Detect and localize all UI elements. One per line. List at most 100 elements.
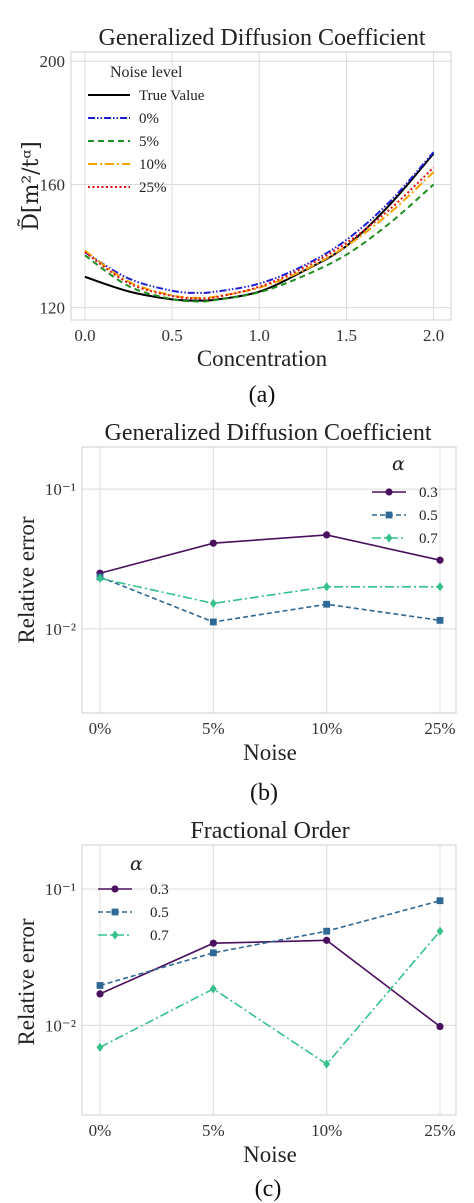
data-point-alpha-0.7 [323, 582, 331, 592]
data-point-alpha-0.7 [436, 582, 444, 592]
panel-a-legend-title: Noise level [110, 64, 183, 81]
x-tick-label: 2.0 [423, 326, 444, 345]
data-point-alpha-0.5 [323, 927, 331, 935]
panel-a-frame [70, 51, 452, 321]
legend-label: 5% [139, 134, 159, 150]
panel-b-legend-title: α [392, 453, 405, 475]
x-tick-label: 1.0 [249, 326, 270, 345]
legend-label: 10% [139, 157, 167, 173]
series-line-alpha-0.5 [99, 576, 441, 623]
panel-c-legend-title: α [130, 853, 143, 875]
data-point-alpha-0.5 [436, 897, 444, 905]
legend-label: True Value [139, 88, 205, 104]
panel-c-legend: α 0.3 0.5 0.7 [98, 853, 169, 944]
data-point-alpha-0.5 [436, 616, 444, 624]
x-tick-label: 0.0 [74, 326, 95, 345]
panel-a: Generalized Diffusion Coefficient 0.0 0.5… [18, 25, 452, 408]
data-point-alpha-0.5 [209, 949, 217, 957]
panel-c-caption: (c) [255, 1176, 282, 1202]
panel-b-series [96, 531, 444, 626]
x-tick-label: 10% [311, 1121, 342, 1140]
data-point-alpha-0.3 [96, 990, 104, 998]
x-tick-label: 0.5 [161, 326, 182, 345]
series-line-alpha-0.7 [99, 930, 441, 1066]
series-line-noise-2 [84, 183, 435, 303]
legend-marker [385, 533, 393, 543]
series-line-alpha-0.3 [99, 939, 441, 1028]
series-line-alpha-0.7 [99, 577, 440, 605]
x-tick-label: 1.5 [336, 326, 357, 345]
panel-b: Generalized Diffusion Coefficient 0% 5% 10… [14, 420, 457, 806]
x-tick-label: 25% [424, 719, 455, 738]
data-point-alpha-0.5 [209, 618, 217, 626]
x-tick-label: 25% [424, 1121, 455, 1140]
x-tick-label: 0% [89, 719, 112, 738]
panel-c-ticks: 0% 5% 10% 25% 10⁻¹ 10⁻² [45, 880, 456, 1140]
panel-a-caption: (a) [249, 382, 276, 408]
y-tick-label: 10⁻¹ [45, 880, 76, 899]
panel-a-series [84, 151, 435, 303]
y-tick-label: 200 [40, 52, 66, 71]
y-tick-label: 10⁻¹ [45, 480, 76, 499]
data-point-alpha-0.7 [96, 573, 104, 583]
legend-label: 0.3 [419, 485, 438, 501]
panel-b-xlabel: Noise [243, 740, 297, 765]
legend-marker [111, 885, 119, 893]
panel-c-xlabel: Noise [243, 1142, 297, 1167]
x-tick-label: 5% [202, 1121, 225, 1140]
series-line-alpha-0.5 [99, 899, 441, 987]
y-tick-label: 10⁻² [45, 620, 76, 639]
data-point-alpha-0.7 [96, 1042, 104, 1052]
y-tick-label: 160 [40, 175, 66, 194]
panel-c-grid [82, 845, 456, 1115]
panel-b-ticks: 0% 5% 10% 25% 10⁻¹ 10⁻² [45, 480, 456, 738]
panel-c-frame [81, 844, 457, 1116]
panel-c: Fractional Order 0% 5% 10% 25% 10⁻¹ 10⁻² Nois… [14, 818, 457, 1202]
panel-c-ylabel: Relative error [14, 918, 39, 1045]
x-tick-label: 10% [311, 719, 342, 738]
series-line-alpha-0.3 [99, 534, 441, 575]
data-point-alpha-0.3 [209, 939, 217, 947]
panel-a-legend: Noise level True Value 0% 5% 10% 25% [88, 64, 205, 196]
panel-b-frame [81, 446, 457, 714]
legend-marker [385, 488, 393, 496]
data-point-alpha-0.7 [323, 1059, 331, 1069]
data-point-alpha-0.3 [323, 531, 331, 539]
panel-a-ticks: 0.0 0.5 1.0 1.5 2.0 120 160 200 [40, 52, 445, 345]
panel-a-ylabel: D̃[m²/tᵅ] [18, 141, 44, 231]
panel-a-grid [71, 52, 451, 320]
panel-a-xlabel: Concentration [197, 346, 328, 371]
data-point-alpha-0.3 [436, 1022, 444, 1031]
data-point-alpha-0.7 [209, 984, 217, 994]
series-line-noise-4 [84, 166, 435, 300]
legend-label: 0.7 [419, 531, 438, 547]
legend-marker [385, 511, 393, 519]
y-tick-label: 10⁻² [45, 1016, 76, 1035]
panel-c-series [96, 897, 444, 1069]
panel-b-legend: α 0.3 0.5 0.7 [372, 453, 438, 547]
y-tick-label: 120 [40, 299, 66, 318]
data-point-alpha-0.3 [209, 539, 217, 547]
series-line-noise-1 [84, 151, 435, 294]
data-point-alpha-0.5 [96, 982, 104, 989]
legend-label: 0.7 [150, 928, 169, 944]
legend-marker [111, 930, 119, 940]
legend-label: 0% [139, 111, 159, 127]
x-tick-label: 0% [89, 1121, 112, 1140]
data-point-alpha-0.7 [209, 598, 217, 609]
legend-marker [111, 908, 119, 916]
panel-c-title: Fractional Order [190, 818, 349, 844]
panel-b-grid [82, 447, 456, 713]
series-line-true-value [84, 153, 435, 302]
data-point-alpha-0.3 [436, 556, 444, 564]
data-point-alpha-0.3 [323, 936, 331, 944]
series-line-noise-3 [84, 171, 435, 299]
panel-b-ylabel: Relative error [14, 516, 39, 643]
legend-label: 25% [139, 180, 167, 196]
panel-b-title: Generalized Diffusion Coefficient [105, 420, 432, 446]
legend-label: 0.5 [150, 905, 169, 921]
legend-label: 0.3 [150, 882, 169, 898]
x-tick-label: 5% [202, 719, 225, 738]
legend-label: 0.5 [419, 508, 438, 524]
